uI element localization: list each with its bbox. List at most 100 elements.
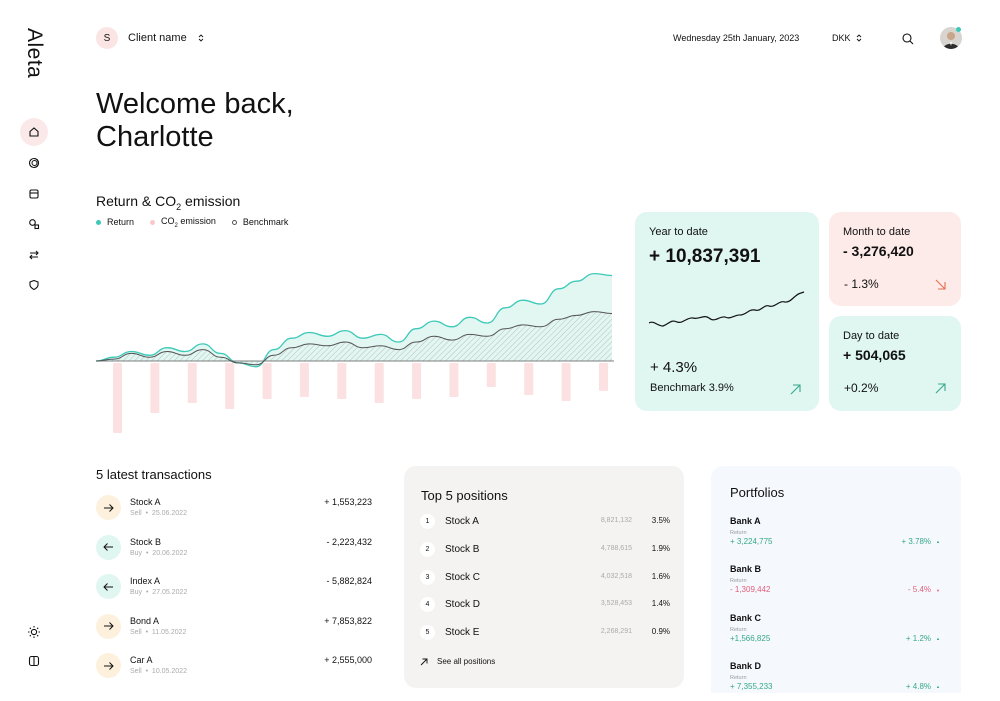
co2-bar — [561, 363, 571, 401]
online-indicator — [956, 27, 961, 32]
portfolio-row[interactable]: Bank D Return + 7,355,233 + 4.8% ▲ — [730, 661, 940, 701]
position-pct: 1.6% — [651, 571, 670, 581]
nav-home[interactable] — [20, 118, 48, 146]
transaction-amount: + 1,553,223 — [324, 497, 372, 507]
co2-bar — [187, 363, 197, 403]
portfolio-sub: Return — [730, 578, 747, 585]
transaction-name: Bond A — [130, 615, 160, 626]
mtd-value: - 3,276,420 — [843, 243, 914, 259]
co2-bar — [225, 363, 235, 409]
triangle-up-icon: ▲ — [936, 635, 940, 641]
portfolio-pct: + 1.2% ▲ — [905, 633, 940, 643]
legend-dot — [96, 219, 101, 225]
transaction-name: Stock A — [130, 497, 161, 507]
portfolio-value: +1,566,825 — [730, 633, 771, 643]
co2-bar — [337, 363, 347, 399]
panel-icon — [28, 655, 40, 667]
portfolios-panel: Portfolios Bank A Return + 3,224,775 + 3.78… — [711, 466, 961, 693]
position-value: 4,788,615 — [600, 544, 632, 552]
nav-portfolio[interactable] — [20, 149, 48, 177]
portfolio-name: Bank D — [730, 660, 762, 671]
nav-assets[interactable] — [20, 210, 48, 238]
arrow-up-right-icon — [790, 384, 801, 395]
arrow-left-icon — [103, 582, 113, 591]
user-photo-icon — [943, 32, 959, 49]
position-row[interactable]: 1 Stock A 8,821,132 3.5% — [420, 514, 670, 530]
transaction-row[interactable]: Car A Sell • 10.05.2022 + 2,555,000 — [96, 653, 372, 683]
mtd-card[interactable]: Month to date - 3,276,420 - 1.3% — [829, 212, 961, 306]
co2-bar — [412, 363, 422, 399]
triangle-up-icon: ▲ — [936, 684, 940, 690]
arrow-up-right-icon — [420, 658, 428, 665]
co2-bar — [262, 363, 272, 399]
transaction-direction — [96, 574, 121, 600]
dtd-pct: +0.2% — [844, 381, 879, 395]
archive-icon — [29, 189, 39, 199]
user-avatar[interactable] — [940, 27, 962, 49]
portfolio-row[interactable]: Bank A Return + 3,224,775 + 3.78% ▲ — [730, 516, 940, 556]
see-all-positions-link[interactable]: See all positions — [420, 657, 495, 666]
chevron-updown-icon — [198, 34, 204, 42]
dtd-label: Day to date — [843, 330, 900, 342]
search-button[interactable] — [902, 32, 914, 50]
dtd-card[interactable]: Day to date + 504,065 +0.2% — [829, 316, 961, 411]
portfolio-row[interactable]: Bank B Return - 1,309,442 - 5.4% ▼ — [730, 564, 940, 604]
ytd-value: + 10,837,391 — [649, 246, 761, 267]
position-rank: 3 — [420, 569, 435, 585]
client-selector[interactable]: S Client name — [96, 27, 205, 49]
client-name: Client name — [128, 32, 187, 44]
transaction-meta: Sell • 25.06.2022 — [130, 510, 187, 517]
transaction-direction — [96, 495, 121, 520]
position-value: 4,032,518 — [600, 572, 632, 580]
sun-icon — [28, 626, 40, 638]
co2-bar — [150, 363, 160, 413]
shapes-icon — [29, 219, 40, 230]
portfolio-row[interactable]: Bank C Return +1,566,825 + 1.2% ▲ — [730, 613, 940, 653]
pie-icon — [28, 157, 40, 169]
position-value: 8,821,132 — [600, 517, 632, 524]
position-row[interactable]: 5 Stock E 2,268,291 0.9% — [420, 625, 670, 641]
transaction-name: Stock B — [130, 536, 162, 547]
sidebar-toggle[interactable] — [20, 647, 48, 675]
ytd-benchmark: Benchmark 3.9% — [650, 382, 734, 394]
transaction-amount: + 7,853,822 — [324, 615, 372, 626]
transaction-row[interactable]: Index A Buy • 27.05.2022 - 5,882,824 — [96, 574, 372, 604]
logo[interactable]: Aleta — [23, 28, 46, 79]
transaction-meta: Sell • 10.05.2022 — [130, 668, 187, 676]
transaction-row[interactable]: Stock B Buy • 20.06.2022 - 2,223,432 — [96, 534, 372, 565]
nav-transactions[interactable] — [20, 241, 48, 269]
position-row[interactable]: 3 Stock C 4,032,518 1.6% — [420, 569, 670, 586]
position-pct: 1.9% — [651, 543, 670, 553]
position-row[interactable]: 4 Stock D 3,528,453 1.4% — [420, 597, 670, 613]
ytd-sparkline — [649, 291, 805, 327]
arrow-right-icon — [104, 503, 114, 512]
nav-security[interactable] — [20, 271, 48, 299]
portfolio-pct: + 4.8% ▲ — [905, 681, 940, 691]
transaction-direction — [96, 613, 121, 639]
portfolio-value: + 7,355,233 — [730, 681, 773, 691]
co2-bar — [113, 363, 122, 433]
transaction-row[interactable]: Stock A Sell • 25.06.2022 + 1,553,223 — [96, 495, 372, 525]
co2-bar — [299, 363, 309, 397]
portfolio-value: + 3,224,775 — [730, 537, 773, 546]
position-name: Stock E — [445, 627, 480, 639]
position-row[interactable]: 2 Stock B 4,788,615 1.9% — [420, 541, 670, 558]
portfolio-pct: - 5.4% ▼ — [907, 585, 940, 595]
mtd-pct: - 1.3% — [844, 277, 879, 291]
current-date: Wednesday 25th January, 2023 — [673, 33, 800, 43]
portfolio-name: Bank C — [730, 612, 762, 623]
nav-archive[interactable] — [20, 180, 48, 208]
portfolio-name: Bank A — [730, 516, 761, 526]
transaction-row[interactable]: Bond A Sell • 11.05.2022 + 7,853,822 — [96, 613, 372, 644]
chevron-updown-icon — [856, 34, 861, 42]
ytd-card[interactable]: Year to date + 10,837,391 + 4.3% Benchma… — [635, 212, 819, 411]
portfolios-title: Portfolios — [730, 485, 785, 500]
transaction-direction — [96, 653, 121, 679]
currency-selector[interactable]: DKK — [832, 33, 863, 43]
co2-bar — [599, 363, 608, 391]
theme-toggle[interactable] — [20, 618, 48, 646]
home-icon — [29, 127, 39, 137]
transaction-amount: - 2,223,432 — [326, 536, 372, 547]
arrow-right-icon — [104, 662, 114, 670]
return-chart — [96, 272, 614, 433]
